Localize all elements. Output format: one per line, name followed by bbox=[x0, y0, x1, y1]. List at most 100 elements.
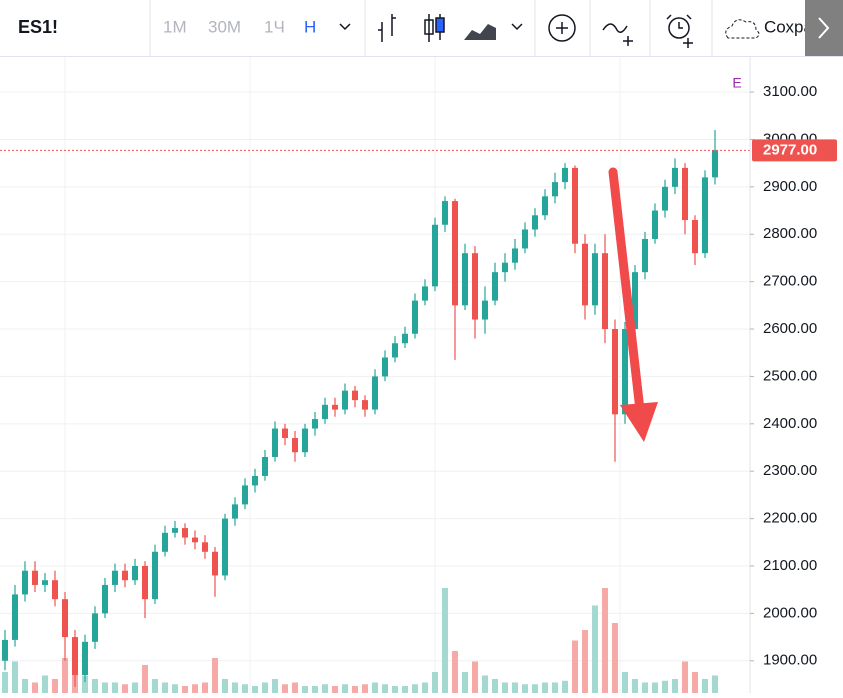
volume-bar bbox=[192, 684, 198, 693]
earnings-marker: E bbox=[732, 75, 741, 91]
dropdown[interactable] bbox=[511, 23, 523, 31]
volume-bar bbox=[272, 679, 278, 693]
volume-bar bbox=[612, 623, 618, 693]
candle-body bbox=[402, 333, 408, 344]
candle-body bbox=[692, 220, 698, 254]
y-tick-label: 2700.00 bbox=[763, 273, 817, 290]
candle-body bbox=[142, 565, 148, 600]
volume-bar bbox=[242, 684, 248, 693]
symbol[interactable]: ES1! bbox=[18, 17, 58, 37]
volume-bar bbox=[572, 640, 578, 693]
volume-bar bbox=[512, 682, 518, 693]
volume-bar bbox=[122, 684, 128, 693]
volume-bar bbox=[622, 672, 628, 693]
candle-body bbox=[282, 428, 288, 439]
volume-bar bbox=[592, 605, 598, 693]
candle-body bbox=[412, 300, 418, 334]
volume-bar bbox=[22, 679, 28, 693]
volume-bar bbox=[12, 661, 18, 693]
candle-body bbox=[222, 518, 228, 576]
volume-bar bbox=[382, 684, 388, 693]
candle-body bbox=[632, 272, 638, 330]
compare-icon[interactable] bbox=[602, 23, 633, 46]
volume-bar bbox=[252, 686, 258, 693]
volume-bar bbox=[642, 682, 648, 693]
candle-body bbox=[122, 570, 128, 581]
candle-body bbox=[522, 229, 528, 249]
candle-body bbox=[232, 504, 238, 519]
add-icon[interactable] bbox=[548, 14, 576, 42]
volume-bar bbox=[632, 679, 638, 693]
volume-bar bbox=[412, 684, 418, 693]
candle-body bbox=[672, 167, 678, 187]
volume-bar bbox=[682, 661, 688, 693]
volume-bar bbox=[92, 679, 98, 693]
candle-body bbox=[292, 438, 298, 453]
red-arrow bbox=[608, 167, 658, 442]
interval-active[interactable]: Н bbox=[304, 17, 316, 36]
volume-bar bbox=[132, 682, 138, 693]
volume-bar bbox=[202, 682, 208, 693]
interval[interactable]: 1М bbox=[163, 17, 187, 36]
candles-icon[interactable] bbox=[424, 14, 445, 42]
vertical-grid bbox=[64, 57, 621, 693]
candle-body bbox=[302, 428, 308, 453]
candle-body bbox=[392, 343, 398, 358]
volume-bar bbox=[182, 686, 188, 693]
candle-body bbox=[152, 551, 158, 600]
candle-body bbox=[542, 196, 548, 216]
volume-bar bbox=[82, 675, 88, 693]
volume-bar bbox=[532, 684, 538, 693]
volume-bar bbox=[262, 682, 268, 693]
volume-bar bbox=[692, 672, 698, 693]
alert-icon[interactable] bbox=[666, 14, 693, 48]
candle-body bbox=[562, 167, 568, 183]
volume-bar bbox=[432, 672, 438, 693]
candle-body bbox=[552, 182, 558, 197]
y-tick-label: 2600.00 bbox=[763, 320, 817, 337]
volume-bar bbox=[492, 679, 498, 693]
candle-body bbox=[702, 177, 708, 254]
volume-bar bbox=[502, 682, 508, 693]
last-price-label: 2977.00 bbox=[763, 141, 817, 158]
candle-body bbox=[642, 238, 648, 273]
bars-icon[interactable] bbox=[378, 14, 396, 42]
volume-bar bbox=[552, 682, 558, 693]
candle-body bbox=[502, 262, 508, 273]
volume-bar bbox=[232, 682, 238, 693]
volume-bar bbox=[372, 682, 378, 693]
candle-body bbox=[592, 253, 598, 306]
volume-bar bbox=[652, 682, 658, 693]
candle-body bbox=[572, 167, 578, 244]
volume-bar bbox=[362, 684, 368, 693]
candle-body bbox=[602, 253, 608, 330]
cloud-icon[interactable] bbox=[725, 19, 760, 39]
y-tick-label: 2500.00 bbox=[763, 367, 817, 384]
expand-button[interactable] bbox=[805, 0, 843, 56]
volume-bar bbox=[212, 658, 218, 693]
candle-body bbox=[342, 390, 348, 410]
candle-body bbox=[2, 639, 8, 661]
candle-body bbox=[62, 599, 68, 638]
candle-body bbox=[252, 475, 258, 486]
y-tick-label: 2800.00 bbox=[763, 225, 817, 242]
candle-body bbox=[42, 580, 48, 585]
candle-body bbox=[472, 253, 478, 320]
y-tick-label: 2400.00 bbox=[763, 415, 817, 432]
dropdown[interactable] bbox=[339, 23, 351, 31]
candle-body bbox=[372, 376, 378, 410]
volume-bar bbox=[582, 630, 588, 693]
volume-bar bbox=[452, 651, 458, 693]
area-icon[interactable] bbox=[464, 24, 496, 40]
volume-bar bbox=[102, 682, 108, 693]
candle-body bbox=[72, 637, 78, 675]
candle-body bbox=[462, 253, 468, 306]
volume-bar bbox=[52, 679, 58, 693]
interval[interactable]: 1Ч bbox=[264, 17, 285, 36]
volume-bar bbox=[292, 682, 298, 693]
interval[interactable]: 30М bbox=[208, 17, 241, 36]
y-tick-label: 1900.00 bbox=[763, 652, 817, 669]
candle-body bbox=[612, 329, 618, 415]
candle-body bbox=[432, 224, 438, 287]
